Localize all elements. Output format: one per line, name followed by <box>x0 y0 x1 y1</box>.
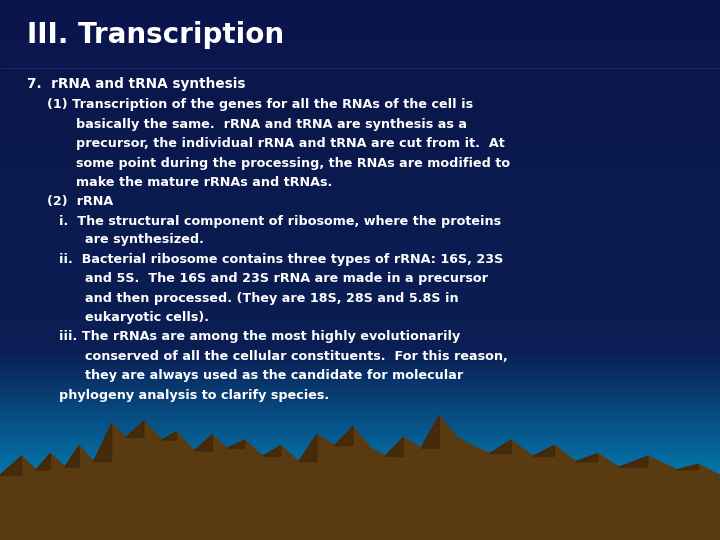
Polygon shape <box>490 440 511 454</box>
Text: phylogeny analysis to clarify species.: phylogeny analysis to clarify species. <box>59 389 329 402</box>
Text: and then processed. (They are 18S, 28S and 5.8S in: and then processed. (They are 18S, 28S a… <box>85 292 459 305</box>
Text: iii. The rRNAs are among the most highly evolutionarily: iii. The rRNAs are among the most highly… <box>59 330 460 343</box>
Polygon shape <box>36 454 50 470</box>
Text: (2)  rRNA: (2) rRNA <box>47 195 113 208</box>
Polygon shape <box>162 432 176 440</box>
Polygon shape <box>299 435 317 462</box>
Polygon shape <box>0 456 22 475</box>
Text: eukaryotic cells).: eukaryotic cells). <box>85 311 209 324</box>
Text: (1) Transcription of the genes for all the RNAs of the cell is: (1) Transcription of the genes for all t… <box>47 98 473 111</box>
Polygon shape <box>263 446 281 456</box>
Text: ii.  Bacterial ribosome contains three types of rRNA: 16S, 23S: ii. Bacterial ribosome contains three ty… <box>59 253 503 266</box>
Polygon shape <box>677 464 698 470</box>
Polygon shape <box>576 454 598 462</box>
Polygon shape <box>94 424 112 462</box>
Text: conserved of all the cellular constituents.  For this reason,: conserved of all the cellular constituen… <box>85 350 508 363</box>
Polygon shape <box>324 502 720 540</box>
Text: i.  The structural component of ribosome, where the proteins: i. The structural component of ribosome,… <box>59 215 501 228</box>
Polygon shape <box>0 416 720 540</box>
Text: some point during the processing, the RNAs are modified to: some point during the processing, the RN… <box>76 157 510 170</box>
Polygon shape <box>619 456 648 467</box>
Polygon shape <box>385 437 403 456</box>
Polygon shape <box>227 440 245 448</box>
Text: make the mature rRNAs and tRNAs.: make the mature rRNAs and tRNAs. <box>76 176 332 189</box>
Polygon shape <box>421 416 439 448</box>
Polygon shape <box>194 435 212 451</box>
Text: precursor, the individual rRNA and tRNA are cut from it.  At: precursor, the individual rRNA and tRNA … <box>76 137 504 150</box>
Text: are synthesized.: are synthesized. <box>85 233 204 246</box>
Polygon shape <box>533 446 554 456</box>
Polygon shape <box>335 427 353 446</box>
Text: 7.  rRNA and tRNA synthesis: 7. rRNA and tRNA synthesis <box>27 77 246 91</box>
Text: III. Transcription: III. Transcription <box>27 21 284 49</box>
Text: they are always used as the candidate for molecular: they are always used as the candidate fo… <box>85 369 463 382</box>
Text: basically the same.  rRNA and tRNA are synthesis as a: basically the same. rRNA and tRNA are sy… <box>76 118 467 131</box>
Text: and 5S.  The 16S and 23S rRNA are made in a precursor: and 5S. The 16S and 23S rRNA are made in… <box>85 272 488 285</box>
Polygon shape <box>126 421 144 437</box>
Polygon shape <box>65 446 79 467</box>
